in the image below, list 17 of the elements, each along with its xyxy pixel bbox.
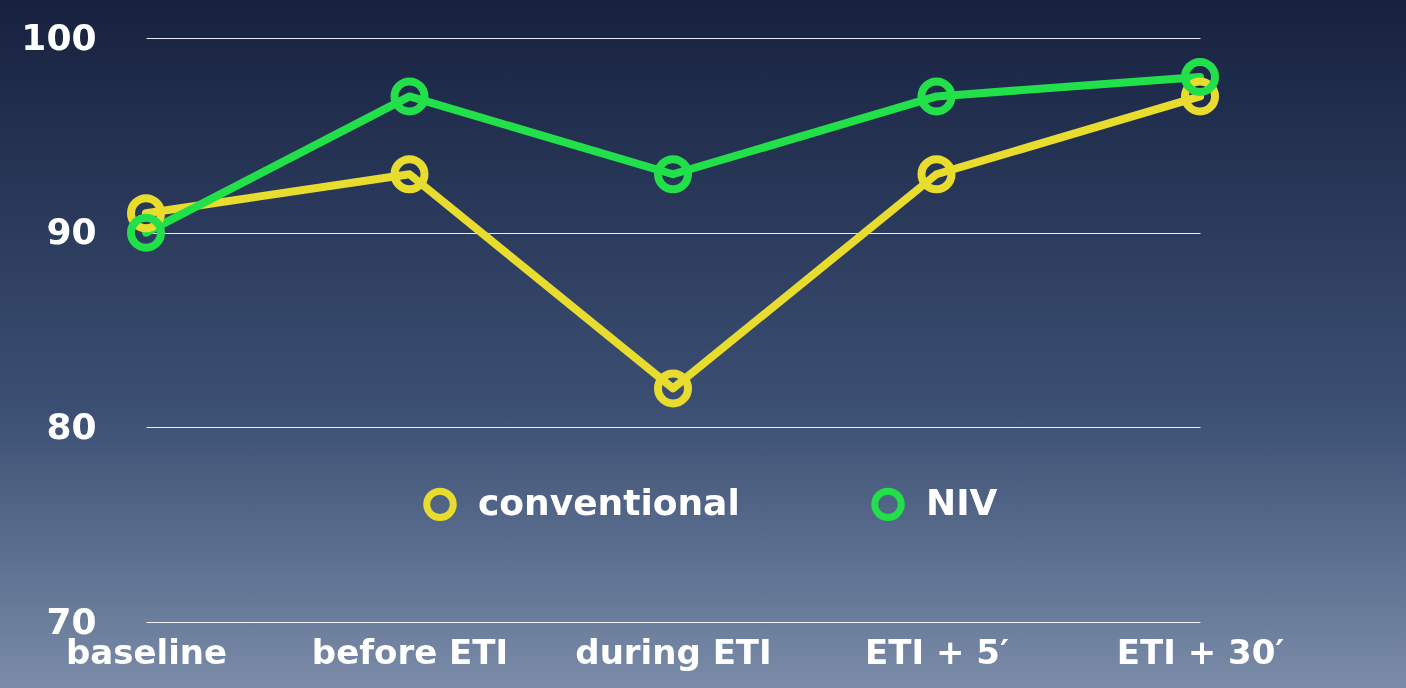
legend-label: conventional — [478, 482, 740, 524]
x-tick-label: ETI + 5′ — [865, 631, 1009, 672]
legend-label: NIV — [926, 482, 998, 524]
point — [917, 77, 956, 116]
point — [1181, 57, 1219, 96]
point — [654, 155, 692, 194]
point — [917, 155, 956, 194]
y-tick-label: 100 — [21, 16, 97, 58]
x-tick-label: ETI + 30′ — [1116, 631, 1285, 672]
y-tick-label: 80 — [46, 405, 97, 447]
x-tick-label: during ETI — [575, 631, 772, 672]
point — [654, 369, 692, 408]
point — [390, 155, 429, 194]
y-tick-label: 90 — [46, 211, 97, 253]
point — [390, 77, 429, 116]
point — [127, 213, 165, 252]
x-tick-label: before ETI — [311, 631, 509, 672]
